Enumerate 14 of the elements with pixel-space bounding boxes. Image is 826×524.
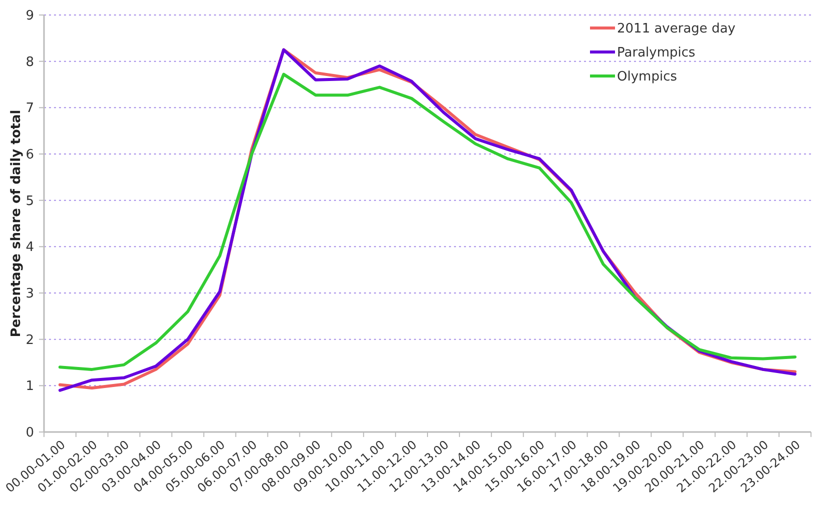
y-tick-label: 8 bbox=[26, 54, 34, 70]
y-tick-label: 4 bbox=[26, 240, 34, 256]
legend-label: 2011 average day bbox=[617, 22, 736, 37]
y-tick-label: 6 bbox=[26, 148, 34, 163]
y-tick-label: 9 bbox=[26, 8, 34, 24]
y-tick-label: 2 bbox=[26, 332, 34, 348]
y-tick-label: 0 bbox=[26, 426, 34, 441]
legend-label: Olympics bbox=[617, 70, 678, 85]
y-tick-label: 7 bbox=[26, 101, 34, 116]
y-tick-label: 3 bbox=[26, 286, 34, 302]
legend-label: Paralympics bbox=[617, 46, 696, 61]
y-tick-label: 5 bbox=[26, 194, 34, 209]
y-axis-title: Percentage share of daily total bbox=[9, 110, 24, 338]
y-tick-label: 1 bbox=[26, 379, 34, 394]
